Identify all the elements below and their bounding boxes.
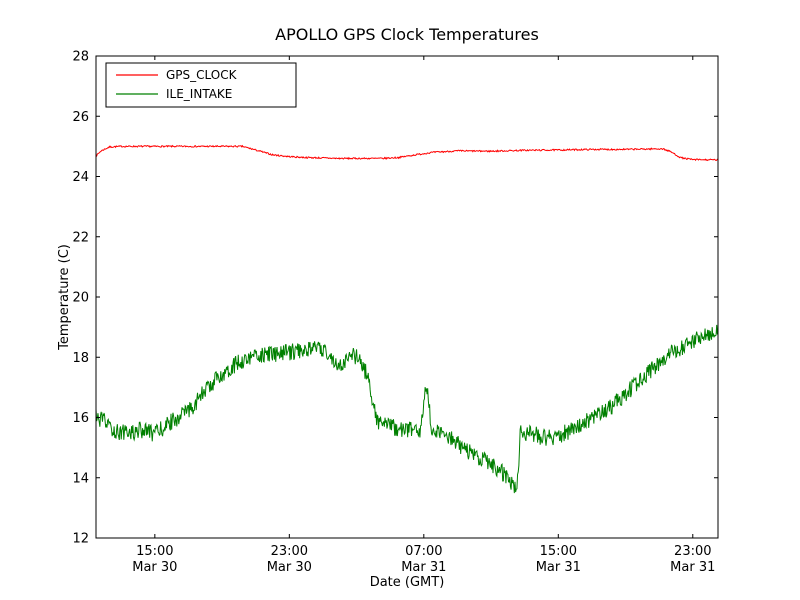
x-tick-label-time-3: 15:00 xyxy=(540,544,577,559)
series-line-gps_clock xyxy=(96,144,718,162)
y-tick-label-5: 22 xyxy=(72,230,89,245)
x-tick-label-date-2: Mar 31 xyxy=(401,560,446,575)
y-tick-label-1: 14 xyxy=(72,471,89,486)
x-tick-label-time-2: 07:00 xyxy=(405,544,442,559)
y-tick-label-3: 18 xyxy=(72,351,89,366)
y-axis-label: Temperature (C) xyxy=(57,244,72,351)
x-tick-label-date-4: Mar 31 xyxy=(670,560,715,575)
x-tick-label-time-1: 23:00 xyxy=(271,544,308,559)
y-tick-label-7: 26 xyxy=(72,110,89,125)
y-tick-label-2: 16 xyxy=(72,411,89,426)
plot-background xyxy=(96,56,718,538)
chart-title: APOLLO GPS Clock Temperatures xyxy=(275,25,539,44)
y-tick-label-0: 12 xyxy=(72,532,89,547)
x-axis-label: Date (GMT) xyxy=(370,575,445,590)
x-tick-label-time-4: 23:00 xyxy=(674,544,711,559)
legend-label-0: GPS_CLOCK xyxy=(166,68,238,82)
series-line-ile_intake xyxy=(96,324,718,494)
y-tick-label-6: 24 xyxy=(72,170,89,185)
legend: GPS_CLOCK ILE_INTAKE xyxy=(105,62,297,108)
legend-label-1: ILE_INTAKE xyxy=(166,87,232,101)
y-tick-label-4: 20 xyxy=(72,291,89,306)
x-tick-label-date-3: Mar 31 xyxy=(536,560,581,575)
series-layer xyxy=(96,144,718,494)
legend-box xyxy=(105,62,297,108)
y-tick-label-8: 28 xyxy=(72,50,89,65)
x-tick-label-date-1: Mar 30 xyxy=(267,560,312,575)
x-tick-label-time-0: 15:00 xyxy=(136,544,173,559)
x-tick-label-date-0: Mar 30 xyxy=(132,560,177,575)
